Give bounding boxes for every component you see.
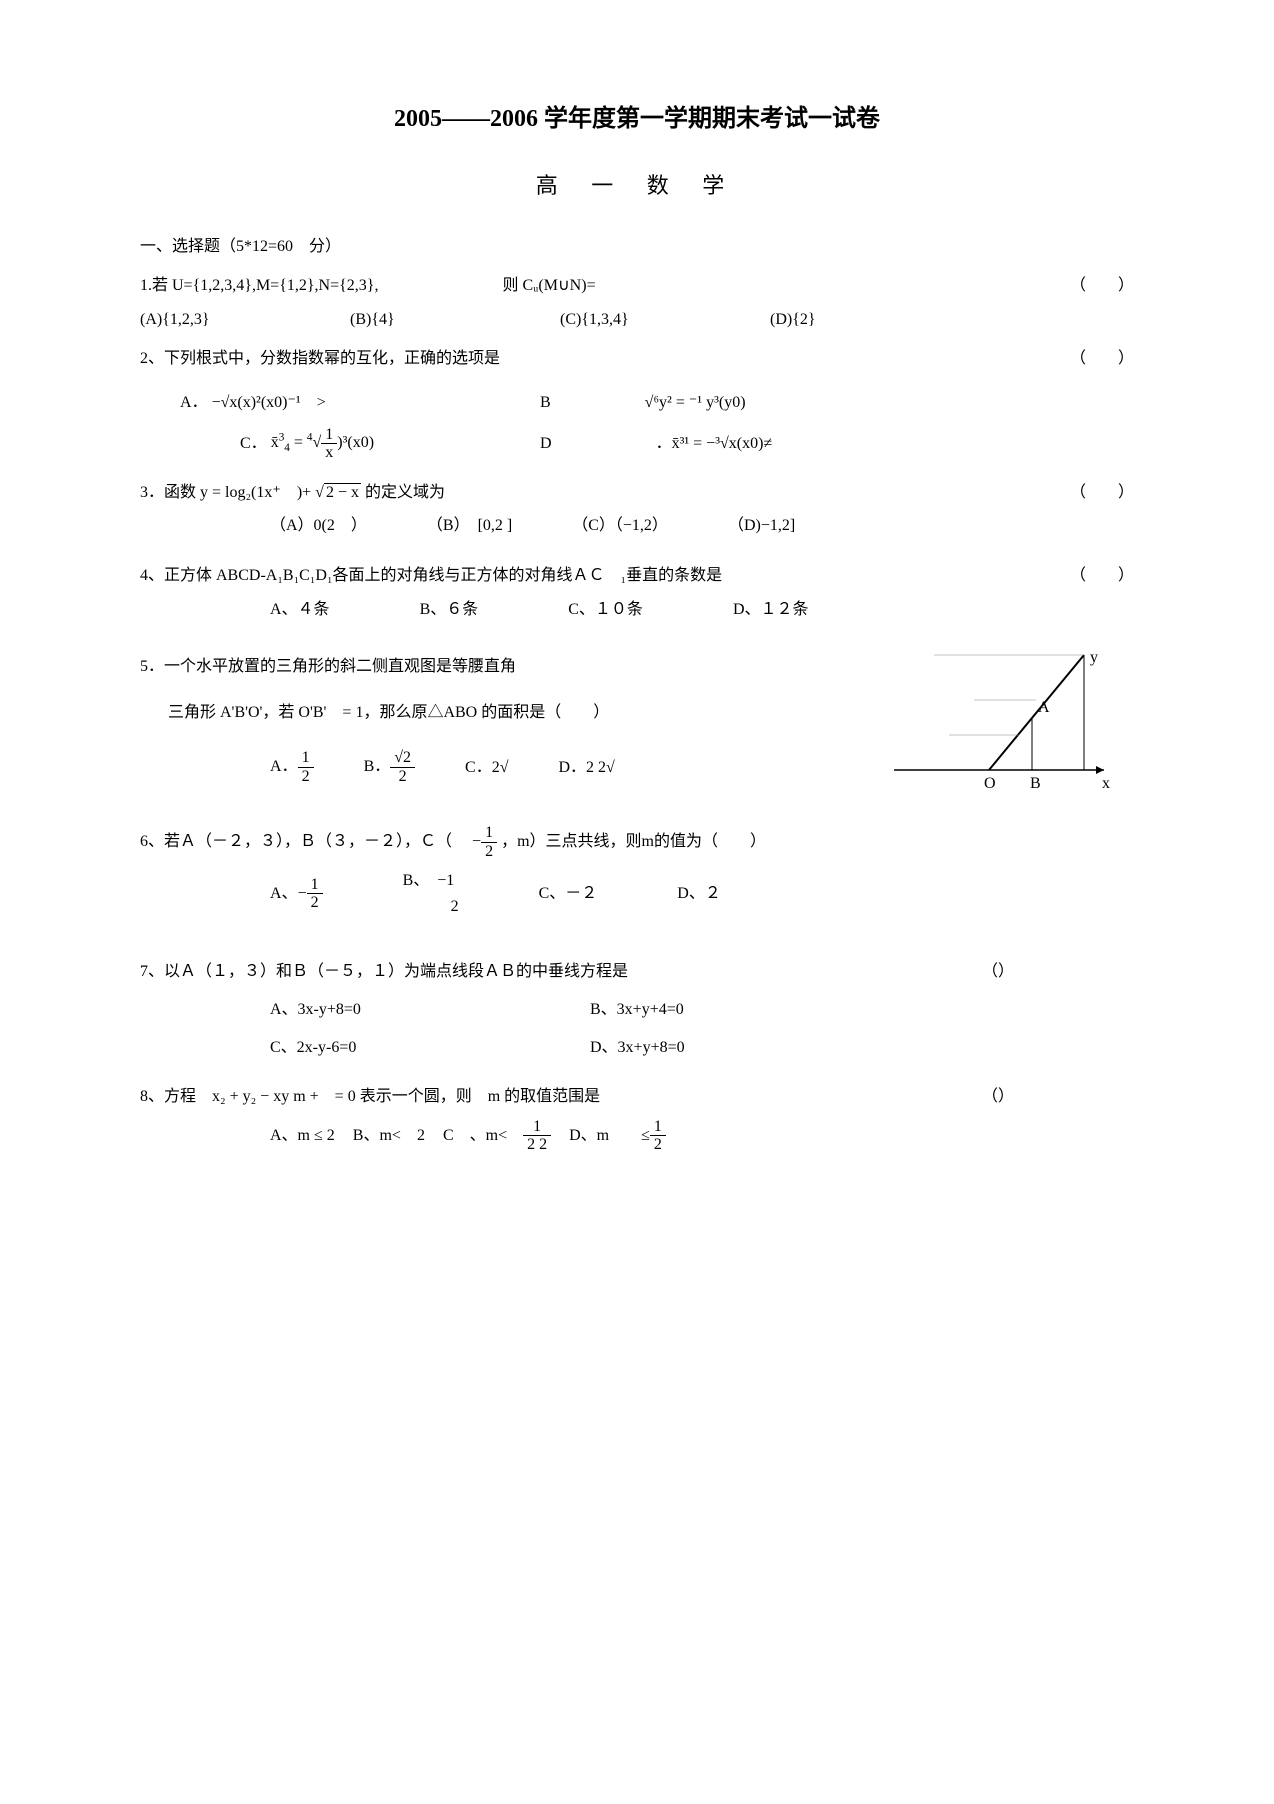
q5-opt-d: D．2 2√ — [559, 755, 615, 781]
q1-paren: （ ） — [1070, 273, 1134, 299]
q3-opt-a: （A）0(2 ） — [270, 513, 367, 539]
q7-text: 7、以Ａ（１，３）和Ｂ（－５，１）为端点线段ＡＢ的中垂线方程是 — [140, 963, 628, 980]
q6-opt-d: D、２ — [677, 881, 721, 907]
point-a-label: A — [1038, 699, 1050, 716]
page-subtitle: 高 一 数 学 — [140, 168, 1134, 203]
q2-c-label: C． — [240, 434, 267, 451]
axis-y-label: y — [1090, 649, 1098, 666]
question-7: 7、以Ａ（１，３）和Ｂ（－５，１）为端点线段ＡＢ的中垂线方程是 （） — [140, 959, 1134, 985]
q4-options: A、４条 B、６条 C、１０条 D、１２条 — [270, 597, 1134, 623]
point-o-label: O — [984, 775, 996, 792]
question-6: 6、若Ａ（－２，３），Ｂ（３，－２），Ｃ（ −12 ，m）三点共线，则m的值为（… — [140, 824, 1134, 860]
q8-opt-b: B、m< 2 — [353, 1123, 425, 1149]
q7-opt-c: C、2x-y-6=0 — [270, 1035, 590, 1061]
axis-x-label: x — [1102, 775, 1110, 792]
q5-diagram: y A O B x — [874, 640, 1134, 810]
q5-text1: 5．一个水平放置的三角形的斜二侧直观图是等腰直角 — [140, 658, 516, 675]
q2-b-label: B — [540, 394, 551, 411]
q8-opt-c: C 、m< 12 2 — [443, 1118, 551, 1154]
question-5: 5．一个水平放置的三角形的斜二侧直观图是等腰直角 三角形 A'B'O'，若 O'… — [140, 640, 1134, 810]
q1-opt-a: (A){1,2,3} — [140, 307, 350, 333]
q1-then: 则 Cᵤ(M∪N)= — [503, 277, 596, 294]
q4-opt-b: B、６条 — [420, 597, 479, 623]
q1-text: 1.若 U={1,2,3,4},M={1,2},N={2,3}, — [140, 277, 379, 294]
q6-text-pre: 6、若Ａ（－２，３），Ｂ（３，－２），Ｃ（ — [140, 833, 452, 850]
q2-row2: C． x̄34 = 4√1x)³(x0) D ．x̄³¹ = −³√x(x0)≠ — [240, 426, 1134, 462]
q2-row1: A． −√x(x)²(x0)⁻¹ > B √⁶y² = ⁻¹ y³(y0) — [180, 390, 1134, 416]
page-title: 2005——2006 学年度第一学期期末考试一试卷 — [140, 100, 1134, 138]
q5-opt-b: B．√22 — [364, 749, 415, 785]
q2-a-expr: −√x(x)²(x0)⁻¹ > — [212, 394, 326, 411]
q6-options: A、−12 B、 −12 C、－２ D、２ — [270, 868, 1134, 919]
q1-opt-d: (D){2} — [770, 307, 816, 333]
q8-options: A、m ≤ 2 B、m< 2 C 、m< 12 2 D、m ≤12 — [270, 1118, 1134, 1154]
q1-options: (A){1,2,3} (B){4} (C){1,3,4} (D){2} — [140, 307, 1134, 333]
q4-opt-d: D、１２条 — [733, 597, 809, 623]
q3-options: （A）0(2 ） （B） [0,2 ] （C）（−1,2） （D)−1,2] — [270, 513, 1134, 539]
q4-opt-c: C、１０条 — [568, 597, 643, 623]
q2-c-expr: x̄34 = 4√1x)³(x0) — [271, 434, 374, 451]
q4-text: 4、正方体 ABCD-A₁B₁C₁D₁各面上的对角线与正方体的对角线ＡＣ ₁垂直… — [140, 567, 722, 584]
question-8: 8、方程 x₂ + y₂ − xy m + = 0 表示一个圆，则 m 的取值范… — [140, 1084, 1134, 1110]
question-2: 2、下列根式中，分数指数幂的互化，正确的选项是 （ ） — [140, 346, 1134, 372]
q5-text2: 三角形 A'B'O'，若 O'B' = 1，那么原△ABO 的面积是（ ） — [168, 704, 609, 721]
q1-opt-b: (B){4} — [350, 307, 560, 333]
q2-a-label: A． — [180, 394, 208, 411]
q7-opt-d: D、3x+y+8=0 — [590, 1035, 910, 1061]
section-header: 一、选择题（5*12=60 分） — [140, 234, 1134, 260]
q6-frac: −12 — [456, 833, 497, 850]
question-1: 1.若 U={1,2,3,4},M={1,2},N={2,3}, 则 Cᵤ(M∪… — [140, 273, 1134, 299]
q8-text: 8、方程 x₂ + y₂ − xy m + = 0 表示一个圆，则 m 的取值范… — [140, 1088, 600, 1105]
q7-opt-b: B、3x+y+4=0 — [590, 997, 910, 1023]
q6-opt-b: B、 −12 — [403, 868, 459, 919]
q1-opt-c: (C){1,3,4} — [560, 307, 770, 333]
q2-d-expr: ．x̄³¹ = −³√x(x0)≠ — [656, 435, 773, 452]
q7-options-row2: C、2x-y-6=0 D、3x+y+8=0 — [270, 1035, 1134, 1061]
question-4: 4、正方体 ABCD-A₁B₁C₁D₁各面上的对角线与正方体的对角线ＡＣ ₁垂直… — [140, 563, 1134, 589]
q2-d-label: D — [540, 435, 552, 452]
q8-opt-a: A、m ≤ 2 — [270, 1123, 335, 1149]
q3-opt-b: （B） [0,2 ] — [427, 513, 512, 539]
q5-opt-a: A．12 — [270, 749, 314, 785]
q7-paren: （） — [982, 959, 1014, 985]
point-b-label: B — [1030, 775, 1041, 792]
q5-opt-c: C．2√ — [465, 755, 508, 781]
q2-paren: （ ） — [1070, 346, 1134, 372]
q3-opt-c: （C）（−1,2） — [572, 513, 668, 539]
q5-options: A．12 B．√22 C．2√ D．2 2√ — [270, 749, 874, 785]
q8-paren: （） — [982, 1084, 1014, 1110]
question-3: 3．函数 y = log₂(1x⁺ )+ √2 − x 的定义域为 （ ） — [140, 480, 1134, 506]
q4-opt-a: A、４条 — [270, 597, 330, 623]
q6-opt-a: A、−12 — [270, 876, 323, 912]
q2-text: 2、下列根式中，分数指数幂的互化，正确的选项是 — [140, 350, 500, 367]
q7-opt-a: A、3x-y+8=0 — [270, 997, 590, 1023]
q6-opt-c: C、－２ — [539, 881, 598, 907]
q3-paren: （ ） — [1070, 480, 1134, 506]
q3-opt-d: （D)−1,2] — [728, 513, 795, 539]
q2-b-expr: √⁶y² = ⁻¹ y³(y0) — [645, 394, 746, 411]
q7-options-row1: A、3x-y+8=0 B、3x+y+4=0 — [270, 997, 1134, 1023]
q8-opt-d: D、m ≤12 — [569, 1118, 666, 1154]
q6-text-mid: ，m）三点共线，则m的值为（ ） — [501, 833, 766, 850]
q3-text: 3．函数 y = log₂(1x⁺ )+ √2 − x 的定义域为 — [140, 483, 445, 501]
q4-paren: （ ） — [1070, 563, 1134, 589]
